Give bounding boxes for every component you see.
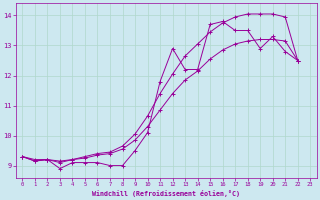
- X-axis label: Windchill (Refroidissement éolien,°C): Windchill (Refroidissement éolien,°C): [92, 190, 240, 197]
